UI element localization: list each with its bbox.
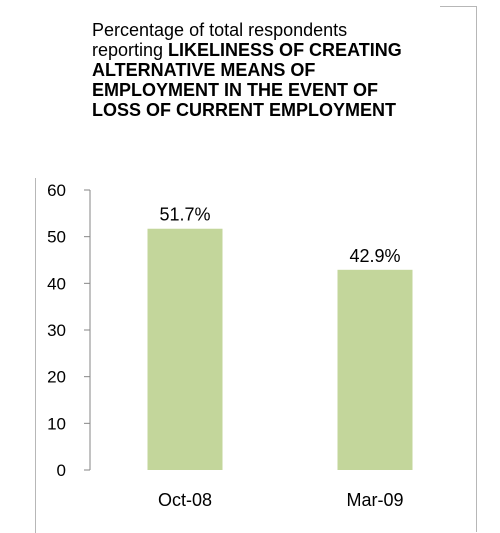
x-category-label: Mar-09	[346, 490, 403, 510]
chart-title-prefix: Percentage of total respondents reportin…	[92, 20, 348, 60]
y-axis: 0 10 20 30 40 50 60	[47, 181, 91, 480]
bar-data-label: 42.9%	[349, 246, 400, 266]
bar-data-label: 51.7%	[159, 205, 210, 225]
y-tick-label: 10	[47, 414, 66, 433]
y-tick-label: 20	[47, 368, 66, 387]
y-tick-label: 0	[57, 461, 66, 480]
y-tick-label: 40	[47, 274, 66, 293]
y-tick-label: 50	[47, 228, 66, 247]
chart-title: Percentage of total respondents reportin…	[92, 20, 412, 168]
frame-border-top	[440, 6, 476, 7]
bar	[147, 228, 223, 470]
frame-border-left	[35, 178, 36, 533]
x-axis: Oct-08 Mar-09	[158, 490, 404, 510]
y-tick-label: 30	[47, 321, 66, 340]
y-tick-label: 60	[47, 181, 66, 200]
frame-border-right	[476, 6, 477, 532]
x-category-label: Oct-08	[158, 490, 212, 510]
bars: 51.7% 42.9%	[147, 205, 413, 470]
chart-title-emphasis: LIKELINESS OF CREATING ALTERNATIVE MEANS…	[92, 40, 402, 120]
bar	[337, 269, 413, 470]
